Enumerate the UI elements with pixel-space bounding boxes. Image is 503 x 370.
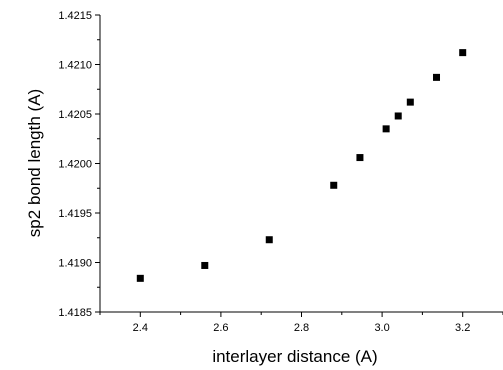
data-point (356, 154, 364, 162)
y-axis-title: sp2 bond length (A) (25, 89, 44, 237)
data-point (382, 125, 390, 133)
data-point (136, 274, 144, 282)
data-point (265, 236, 273, 244)
x-tick-label: 3.0 (374, 322, 389, 334)
y-tick-label: 1.4195 (58, 208, 92, 220)
x-axis-title: interlayer distance (A) (212, 347, 377, 366)
x-tick-label: 2.8 (294, 322, 309, 334)
x-tick-label: 2.4 (133, 322, 148, 334)
data-point (459, 49, 467, 57)
y-tick-label: 1.4215 (58, 10, 92, 22)
data-point (201, 261, 209, 269)
y-tick-label: 1.4185 (58, 307, 92, 319)
y-tick-label: 1.4190 (58, 258, 92, 270)
y-tick-label: 1.4205 (58, 109, 92, 121)
ticks: 1.4185 1.4190 1.4195 1.4200 1.4205 1.4210 1.42… (58, 10, 503, 334)
x-tick-label: 2.6 (213, 322, 228, 334)
data-point (330, 181, 338, 189)
y-tick-label: 1.4200 (58, 159, 92, 171)
x-tick-label: 3.2 (455, 322, 470, 334)
axes (99, 15, 503, 313)
data-point (394, 112, 402, 120)
data-points (136, 49, 467, 282)
data-point (433, 73, 441, 81)
y-tick-label: 1.4210 (58, 60, 92, 72)
data-point (406, 98, 414, 106)
